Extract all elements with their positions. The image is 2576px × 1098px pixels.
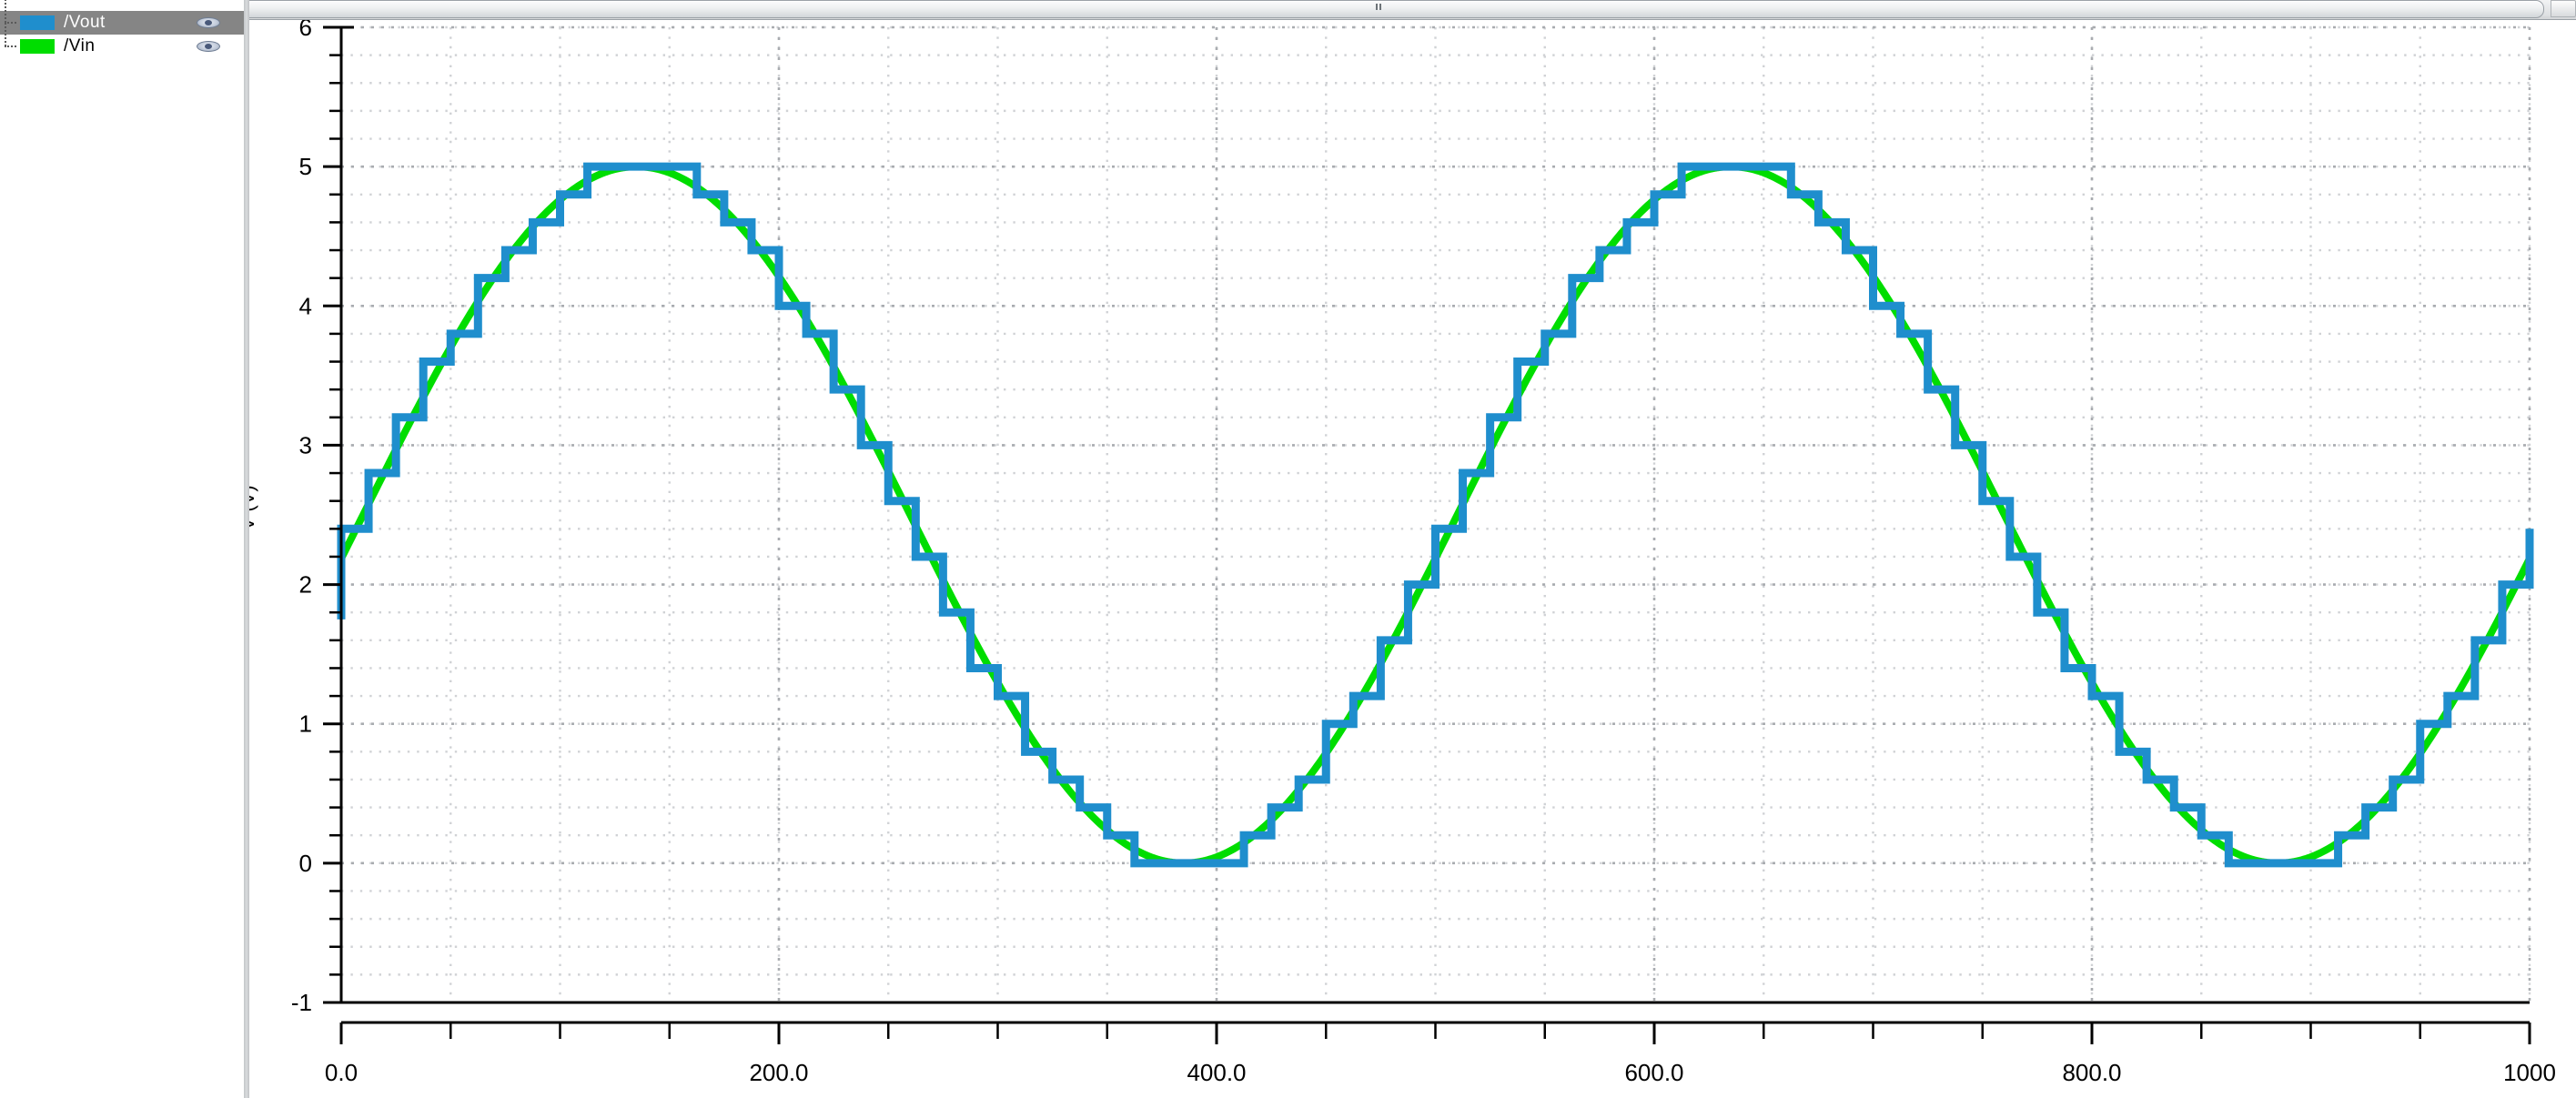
tree-branch-icon: [0, 23, 20, 58]
svg-text:-1: -1: [291, 989, 312, 1016]
signal-row-vin[interactable]: /Vin: [0, 23, 244, 58]
svg-text:0: 0: [299, 850, 312, 877]
grip-dots-icon: [1375, 4, 1384, 13]
svg-text:2: 2: [299, 571, 312, 599]
signal-traces: [337, 162, 2534, 868]
svg-text:600.0: 600.0: [1624, 1059, 1683, 1086]
eye-icon[interactable]: [193, 38, 224, 55]
svg-text:0.0: 0.0: [325, 1059, 358, 1086]
svg-text:4: 4: [299, 292, 312, 319]
svg-text:400.0: 400.0: [1187, 1059, 1246, 1086]
svg-text:800.0: 800.0: [2062, 1059, 2121, 1086]
svg-text:1: 1: [299, 710, 312, 738]
signal-color-swatch[interactable]: [20, 15, 55, 30]
waveform-plot[interactable]: -101234560.0200.0400.0600.0800.01000time…: [249, 20, 2576, 1098]
svg-text:3: 3: [299, 431, 312, 458]
y-axis-title: V (V): [249, 485, 258, 530]
svg-text:1000: 1000: [2503, 1059, 2556, 1086]
axis-labels: -101234560.0200.0400.0600.0800.01000time…: [249, 20, 2556, 1098]
eye-icon[interactable]: [193, 15, 224, 31]
triangle-right-icon[interactable]: [2551, 0, 2576, 17]
signal-row-vout[interactable]: /Vout: [0, 0, 244, 35]
axes: [323, 25, 2531, 1044]
svg-text:5: 5: [299, 153, 312, 180]
signal-list-panel: /Vout /Vin: [0, 0, 244, 1098]
scrollbar-thumb[interactable]: [215, 0, 2544, 18]
signal-color-swatch[interactable]: [20, 39, 55, 54]
signal-name-label: /Vin: [64, 36, 96, 55]
svg-text:200.0: 200.0: [749, 1059, 808, 1086]
tree-branch-icon: [0, 0, 20, 35]
signal-name-label: /Vout: [64, 13, 106, 32]
panel-splitter[interactable]: [244, 0, 249, 1098]
svg-text:6: 6: [299, 20, 312, 41]
horizontal-scrollbar[interactable]: [187, 0, 2576, 20]
